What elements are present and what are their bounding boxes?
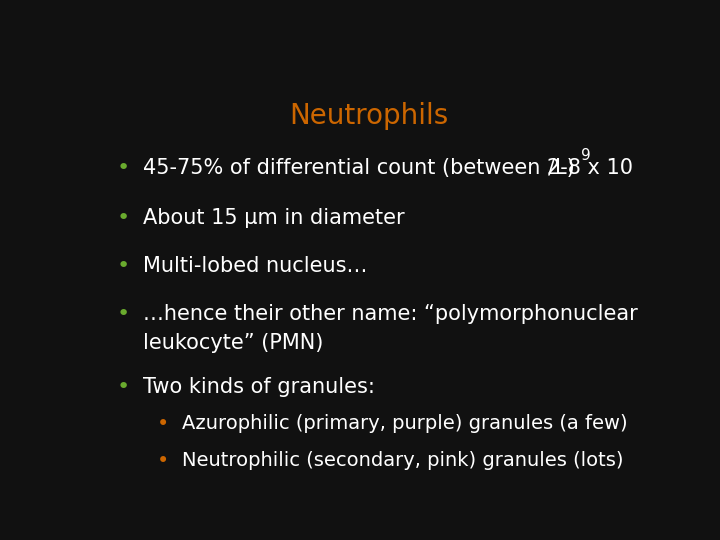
Text: •: • (117, 208, 130, 228)
Text: Two kinds of granules:: Two kinds of granules: (143, 377, 375, 397)
Text: …hence their other name: “polymorphonuclear: …hence their other name: “polymorphonucl… (143, 304, 638, 324)
Text: •: • (156, 451, 168, 471)
Text: •: • (117, 377, 130, 397)
Text: •: • (117, 256, 130, 276)
Text: 45-75% of differential count (between 2-8 x 10: 45-75% of differential count (between 2-… (143, 158, 633, 178)
Text: •: • (117, 158, 130, 178)
Text: /L): /L) (547, 158, 575, 178)
Text: Multi-lobed nucleus…: Multi-lobed nucleus… (143, 256, 367, 276)
Text: 9: 9 (580, 148, 590, 163)
Text: •: • (117, 304, 130, 324)
Text: Neutrophils: Neutrophils (289, 102, 449, 130)
Text: Neutrophilic (secondary, pink) granules (lots): Neutrophilic (secondary, pink) granules … (182, 451, 624, 470)
Text: leukocyte” (PMN): leukocyte” (PMN) (143, 333, 323, 353)
Text: •: • (156, 414, 168, 434)
Text: Azurophilic (primary, purple) granules (a few): Azurophilic (primary, purple) granules (… (182, 414, 628, 433)
Text: About 15 μm in diameter: About 15 μm in diameter (143, 208, 405, 228)
